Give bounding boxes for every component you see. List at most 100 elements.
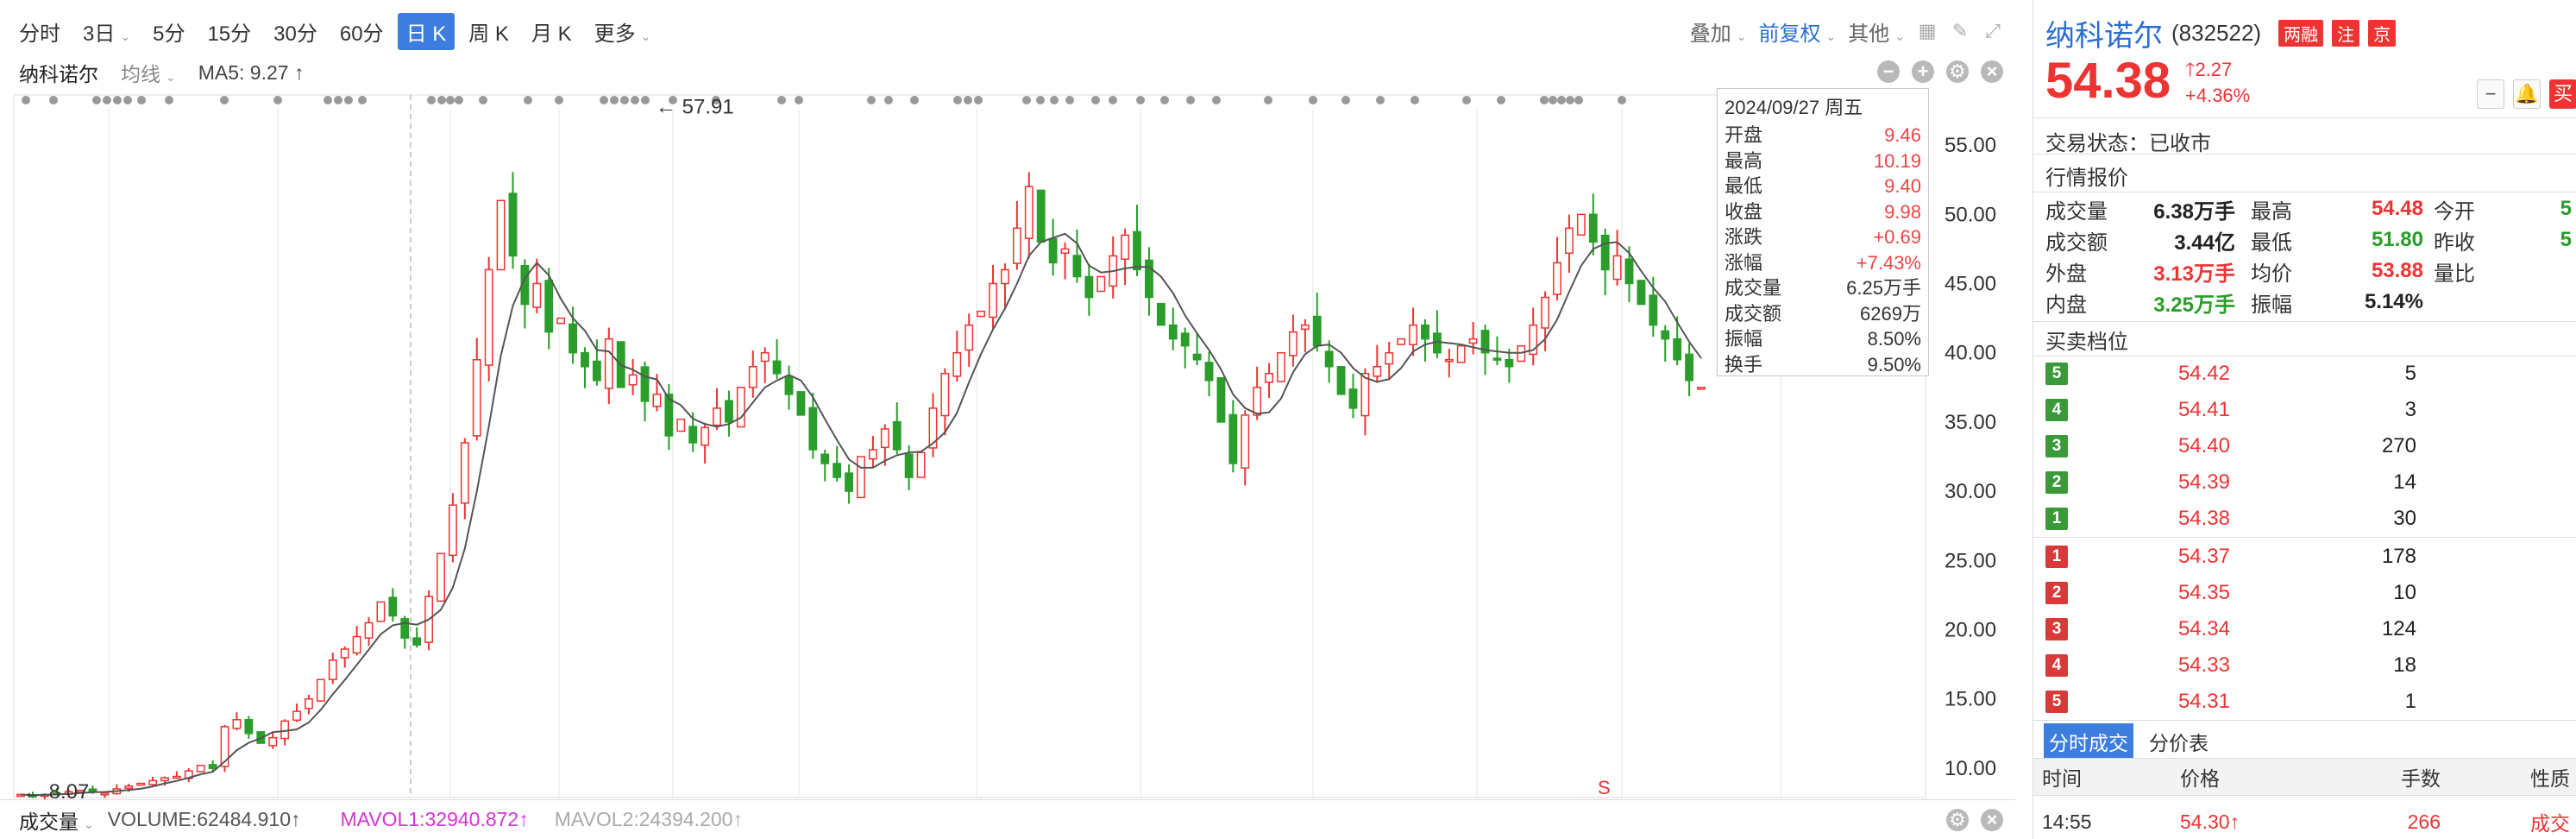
period-tab-daily[interactable]: 日 K bbox=[397, 12, 456, 50]
chevron-down-icon: ⌄ bbox=[1736, 28, 1747, 43]
event-dot bbox=[1264, 96, 1272, 104]
tick-volume: 266 bbox=[2407, 810, 2441, 833]
candle-body bbox=[904, 453, 914, 478]
zoom-out-icon[interactable]: − bbox=[1877, 60, 1900, 83]
chart-header: 纳科诺尔 均线 ⌄ MA5: 9.27 ↑ − + ⚙ × bbox=[0, 57, 2015, 88]
candlestick-chart[interactable]: 55.00 50.00 45.00 40.00 35.00 30.00 25.00 20.00… bbox=[0, 86, 2015, 799]
candle-body bbox=[1192, 353, 1202, 361]
candle-body bbox=[1253, 387, 1262, 416]
candle-body bbox=[100, 792, 110, 796]
high-annotation: ← 57.91 bbox=[656, 95, 734, 118]
tab-tick-trades[interactable]: 分时成交 bbox=[2044, 723, 2133, 760]
tooltip-value: 9.98 bbox=[1884, 200, 1921, 223]
event-dot bbox=[631, 96, 639, 104]
event-dot bbox=[344, 96, 353, 104]
col-volume: 手数 bbox=[2401, 767, 2441, 790]
candle-body bbox=[1024, 186, 1034, 239]
low-annotation: ← 8.07 bbox=[22, 780, 89, 799]
bell-icon[interactable]: 🔔 bbox=[2513, 79, 2541, 109]
bid-level-row[interactable]: 5 54.31 1 bbox=[2045, 684, 2563, 720]
volume-buttons: ⚙ × bbox=[1946, 809, 2003, 831]
stat-label: 最低 bbox=[2251, 230, 2292, 255]
ma-type-dropdown[interactable]: 均线 ⌄ bbox=[121, 63, 176, 85]
event-dot bbox=[555, 96, 563, 104]
candle-body bbox=[1480, 330, 1490, 354]
stat-label: 成交额 bbox=[2045, 230, 2108, 255]
candle-body bbox=[1180, 332, 1190, 347]
candle-body bbox=[148, 779, 157, 785]
ask-level-row[interactable]: 5 54.42 5 bbox=[2045, 356, 2563, 392]
ask-price: 54.38 bbox=[2177, 507, 2230, 530]
candle-body bbox=[640, 366, 650, 402]
fullscreen-icon[interactable]: ⤢ bbox=[1985, 20, 2001, 41]
adjust-dropdown[interactable]: 前复权 ⌄ bbox=[1758, 22, 1837, 46]
tooltip-row: 换手 9.50% bbox=[1725, 352, 1921, 378]
ask-level-badge: 1 bbox=[2045, 508, 2068, 530]
grid-icon[interactable]: ▦ bbox=[1918, 20, 1937, 41]
panel-stock-name[interactable]: 纳科诺尔 bbox=[2045, 20, 2163, 53]
ask-level-row[interactable]: 3 54.40 270 bbox=[2045, 428, 2563, 464]
tooltip-key: 振幅 bbox=[1725, 328, 1763, 350]
period-tab-30min[interactable]: 30分 bbox=[273, 22, 317, 46]
candle-body bbox=[508, 192, 518, 257]
event-dot bbox=[479, 96, 487, 104]
period-tab-more[interactable]: 更多 ⌄ bbox=[594, 22, 651, 46]
zoom-in-icon[interactable]: + bbox=[1912, 60, 1934, 83]
col-price: 价格 bbox=[2180, 767, 2220, 790]
candle-body bbox=[160, 777, 169, 782]
event-dot bbox=[953, 96, 962, 104]
other-dropdown[interactable]: 其他 ⌄ bbox=[1848, 22, 1905, 46]
settings-icon[interactable]: ⚙ bbox=[1946, 60, 1969, 83]
bid-level-row[interactable]: 2 54.35 10 bbox=[2045, 575, 2563, 611]
period-tab-weekly[interactable]: 周 K bbox=[468, 22, 509, 46]
period-tab-15min[interactable]: 15分 bbox=[207, 22, 252, 46]
candle-body bbox=[832, 463, 842, 478]
divider bbox=[2033, 154, 2576, 155]
bid-price: 54.35 bbox=[2177, 581, 2230, 604]
period-tab-intraday[interactable]: 分时 bbox=[19, 22, 60, 46]
buy-button[interactable]: 买 bbox=[2549, 79, 2576, 109]
event-dot bbox=[49, 96, 58, 104]
candle-body bbox=[1492, 357, 1502, 361]
brush-icon[interactable]: ✎ bbox=[1951, 20, 1969, 41]
period-tab-3day[interactable]: 3日 ⌄ bbox=[83, 22, 131, 46]
tooltip-key: 开盘 bbox=[1725, 124, 1763, 146]
close-icon[interactable]: × bbox=[1981, 809, 2003, 831]
tooltip-row: 最高 10.19 bbox=[1725, 148, 1921, 174]
tooltip-key: 成交额 bbox=[1725, 302, 1782, 325]
candle-body bbox=[460, 442, 469, 504]
ask-volume: 30 bbox=[2393, 507, 2416, 530]
candle-body bbox=[1145, 259, 1153, 299]
indicator-dropdown[interactable]: 成交量 ⌄ bbox=[19, 810, 94, 833]
bid-level-row[interactable]: 4 54.33 18 bbox=[2045, 647, 2563, 684]
ask-level-badge: 4 bbox=[2045, 399, 2068, 421]
period-tab-5min[interactable]: 5分 bbox=[153, 22, 185, 46]
ask-volume: 5 bbox=[2404, 362, 2416, 385]
period-tab-monthly[interactable]: 月 K bbox=[531, 22, 572, 46]
arrow-up-icon: 🡑 bbox=[2185, 59, 2196, 80]
close-icon[interactable]: × bbox=[1981, 60, 2003, 83]
overlay-dropdown[interactable]: 叠加 ⌄ bbox=[1689, 22, 1747, 46]
stat-value: 6.38万手 bbox=[2153, 199, 2235, 224]
bid-level-row[interactable]: 1 54.37 178 bbox=[2045, 539, 2563, 575]
stat-value: 3.13万手 bbox=[2153, 262, 2235, 286]
period-tab-60min[interactable]: 60分 bbox=[339, 22, 384, 46]
ask-level-row[interactable]: 1 54.38 30 bbox=[2045, 501, 2563, 537]
sell-signal-marker: S bbox=[1598, 777, 1611, 798]
chevron-down-icon: ⌄ bbox=[1894, 28, 1905, 43]
tooltip-value: 10.19 bbox=[1873, 149, 1921, 172]
ask-level-row[interactable]: 4 54.41 3 bbox=[2045, 392, 2563, 428]
divider bbox=[2033, 720, 2576, 721]
settings-icon[interactable]: ⚙ bbox=[1946, 809, 1969, 831]
mavol2-readout: MAVOL2:24394.200↑ bbox=[554, 808, 743, 830]
tick-price: 54.30↑ bbox=[2180, 810, 2240, 833]
price-tick-label: 15.00 bbox=[1945, 688, 1996, 711]
tab-price-table[interactable]: 分价表 bbox=[2149, 732, 2208, 754]
stat-row: 内盘 3.25万手 振幅 5.14% bbox=[2045, 287, 2572, 318]
minus-button[interactable]: − bbox=[2477, 79, 2504, 109]
event-dot bbox=[334, 96, 342, 104]
last-price: 54.38 bbox=[2045, 53, 2171, 109]
candle-body bbox=[604, 337, 613, 389]
ask-level-row[interactable]: 2 54.39 14 bbox=[2045, 464, 2563, 501]
bid-level-row[interactable]: 3 54.34 124 bbox=[2045, 611, 2563, 647]
